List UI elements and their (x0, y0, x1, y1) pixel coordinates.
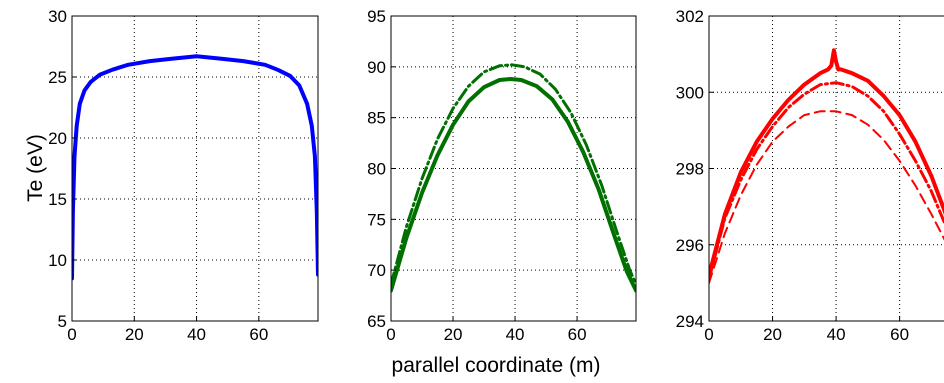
y-tick-label: 300 (676, 83, 704, 102)
left-panel-te-blue: 0 20 40 60 5 10 15 20 25 30 (48, 7, 319, 344)
series-line-dashdot (391, 63, 636, 286)
x-tick-label: 0 (386, 325, 395, 344)
series-line-solid (709, 48, 944, 278)
y-tick-label: 15 (48, 190, 67, 209)
x-tick-label: 60 (568, 325, 587, 344)
series-line-dashed (709, 110, 944, 284)
y-tick-label: 30 (48, 7, 67, 26)
y-tick-label: 75 (367, 210, 386, 229)
middle-panel-te-green: 0 20 40 60 65 70 75 80 85 90 95 (367, 7, 637, 344)
y-tick-label: 25 (48, 68, 67, 87)
right-panel-te-red: 0 20 40 60 294 296 298 300 302 (676, 7, 944, 344)
x-tick-label: 40 (187, 325, 206, 344)
series-line-dashdot (709, 81, 944, 281)
y-tick-label: 294 (676, 312, 704, 331)
x-axis-label: parallel coordinate (m) (392, 354, 601, 377)
y-axis-label: Te (eV) (24, 134, 47, 202)
y-tick-label: 65 (367, 312, 386, 331)
x-tick-label: 60 (249, 325, 268, 344)
y-tick-label: 298 (676, 160, 704, 179)
y-tick-label: 85 (367, 109, 386, 128)
axes-frame (71, 15, 319, 322)
y-tick-label: 302 (676, 7, 704, 26)
x-tick-label: 60 (890, 325, 909, 344)
y-tick-label: 95 (367, 7, 386, 26)
y-tick-label: 10 (48, 251, 67, 270)
x-tick-label: 20 (763, 325, 782, 344)
series-line-solid (72, 54, 318, 281)
series-line-solid (391, 77, 636, 293)
x-tick-label: 20 (125, 325, 144, 344)
y-tick-label: 90 (367, 58, 386, 77)
x-tick-label: 20 (444, 325, 463, 344)
y-tick-label: 296 (676, 236, 704, 255)
x-tick-label: 0 (67, 325, 76, 344)
x-tick-label: 0 (704, 325, 713, 344)
y-tick-label: 20 (48, 129, 67, 148)
x-tick-label: 40 (506, 325, 525, 344)
y-tick-label: 80 (367, 160, 386, 179)
y-tick-label: 70 (367, 261, 386, 280)
x-tick-label: 40 (827, 325, 846, 344)
y-tick-label: 5 (58, 312, 67, 331)
